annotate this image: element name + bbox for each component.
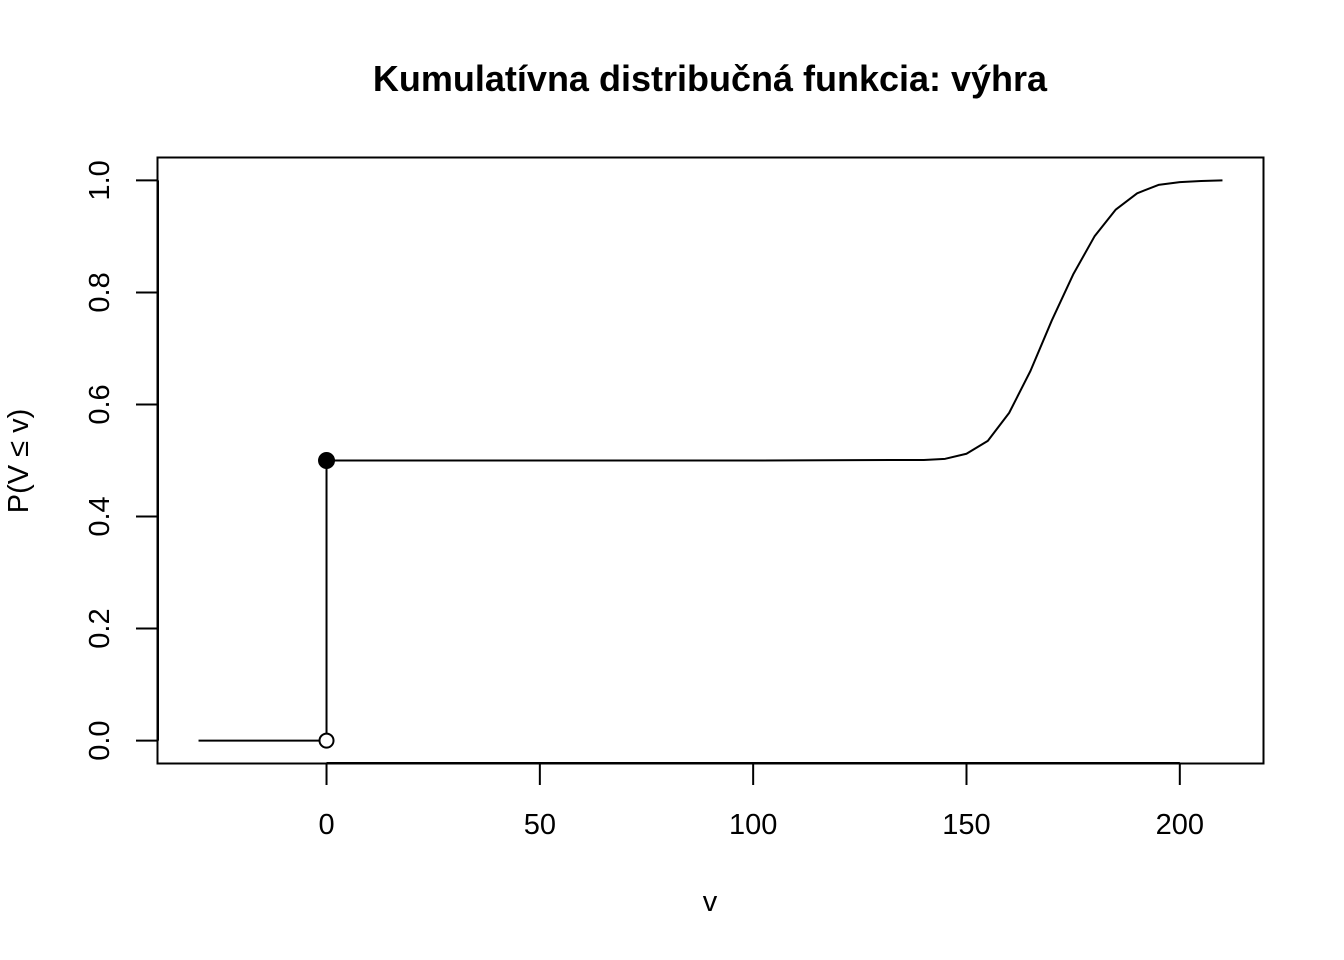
- x-axis: 0 50 100 150 200: [318, 762, 1204, 841]
- y-axis: 0.0 0.2 0.4 0.6 0.8 1.0: [84, 160, 159, 761]
- y-tick-label: 1.0: [84, 160, 116, 200]
- x-tick-label: 50: [524, 809, 556, 841]
- plot-area: [198, 179, 1223, 749]
- x-tick-label: 200: [1156, 809, 1204, 841]
- y-tick-label: 0.2: [84, 608, 116, 648]
- x-tick-label: 100: [729, 809, 777, 841]
- x-tick-label: 0: [318, 809, 334, 841]
- chart-title: Kumulatívna distribučná funkcia: výhra: [373, 58, 1048, 99]
- x-axis-label: v: [703, 886, 718, 918]
- y-tick-label: 0.8: [84, 272, 116, 312]
- cdf-segment-3: [326, 179, 1223, 462]
- y-tick-label: 0.4: [84, 496, 116, 536]
- y-tick-label: 0.6: [84, 384, 116, 424]
- x-tick-label: 150: [942, 809, 990, 841]
- y-tick-label: 0.0: [84, 720, 116, 760]
- filled-point-marker: [318, 452, 336, 469]
- open-point-marker: [318, 732, 335, 749]
- y-axis-label: P(V ≤ v): [3, 409, 35, 514]
